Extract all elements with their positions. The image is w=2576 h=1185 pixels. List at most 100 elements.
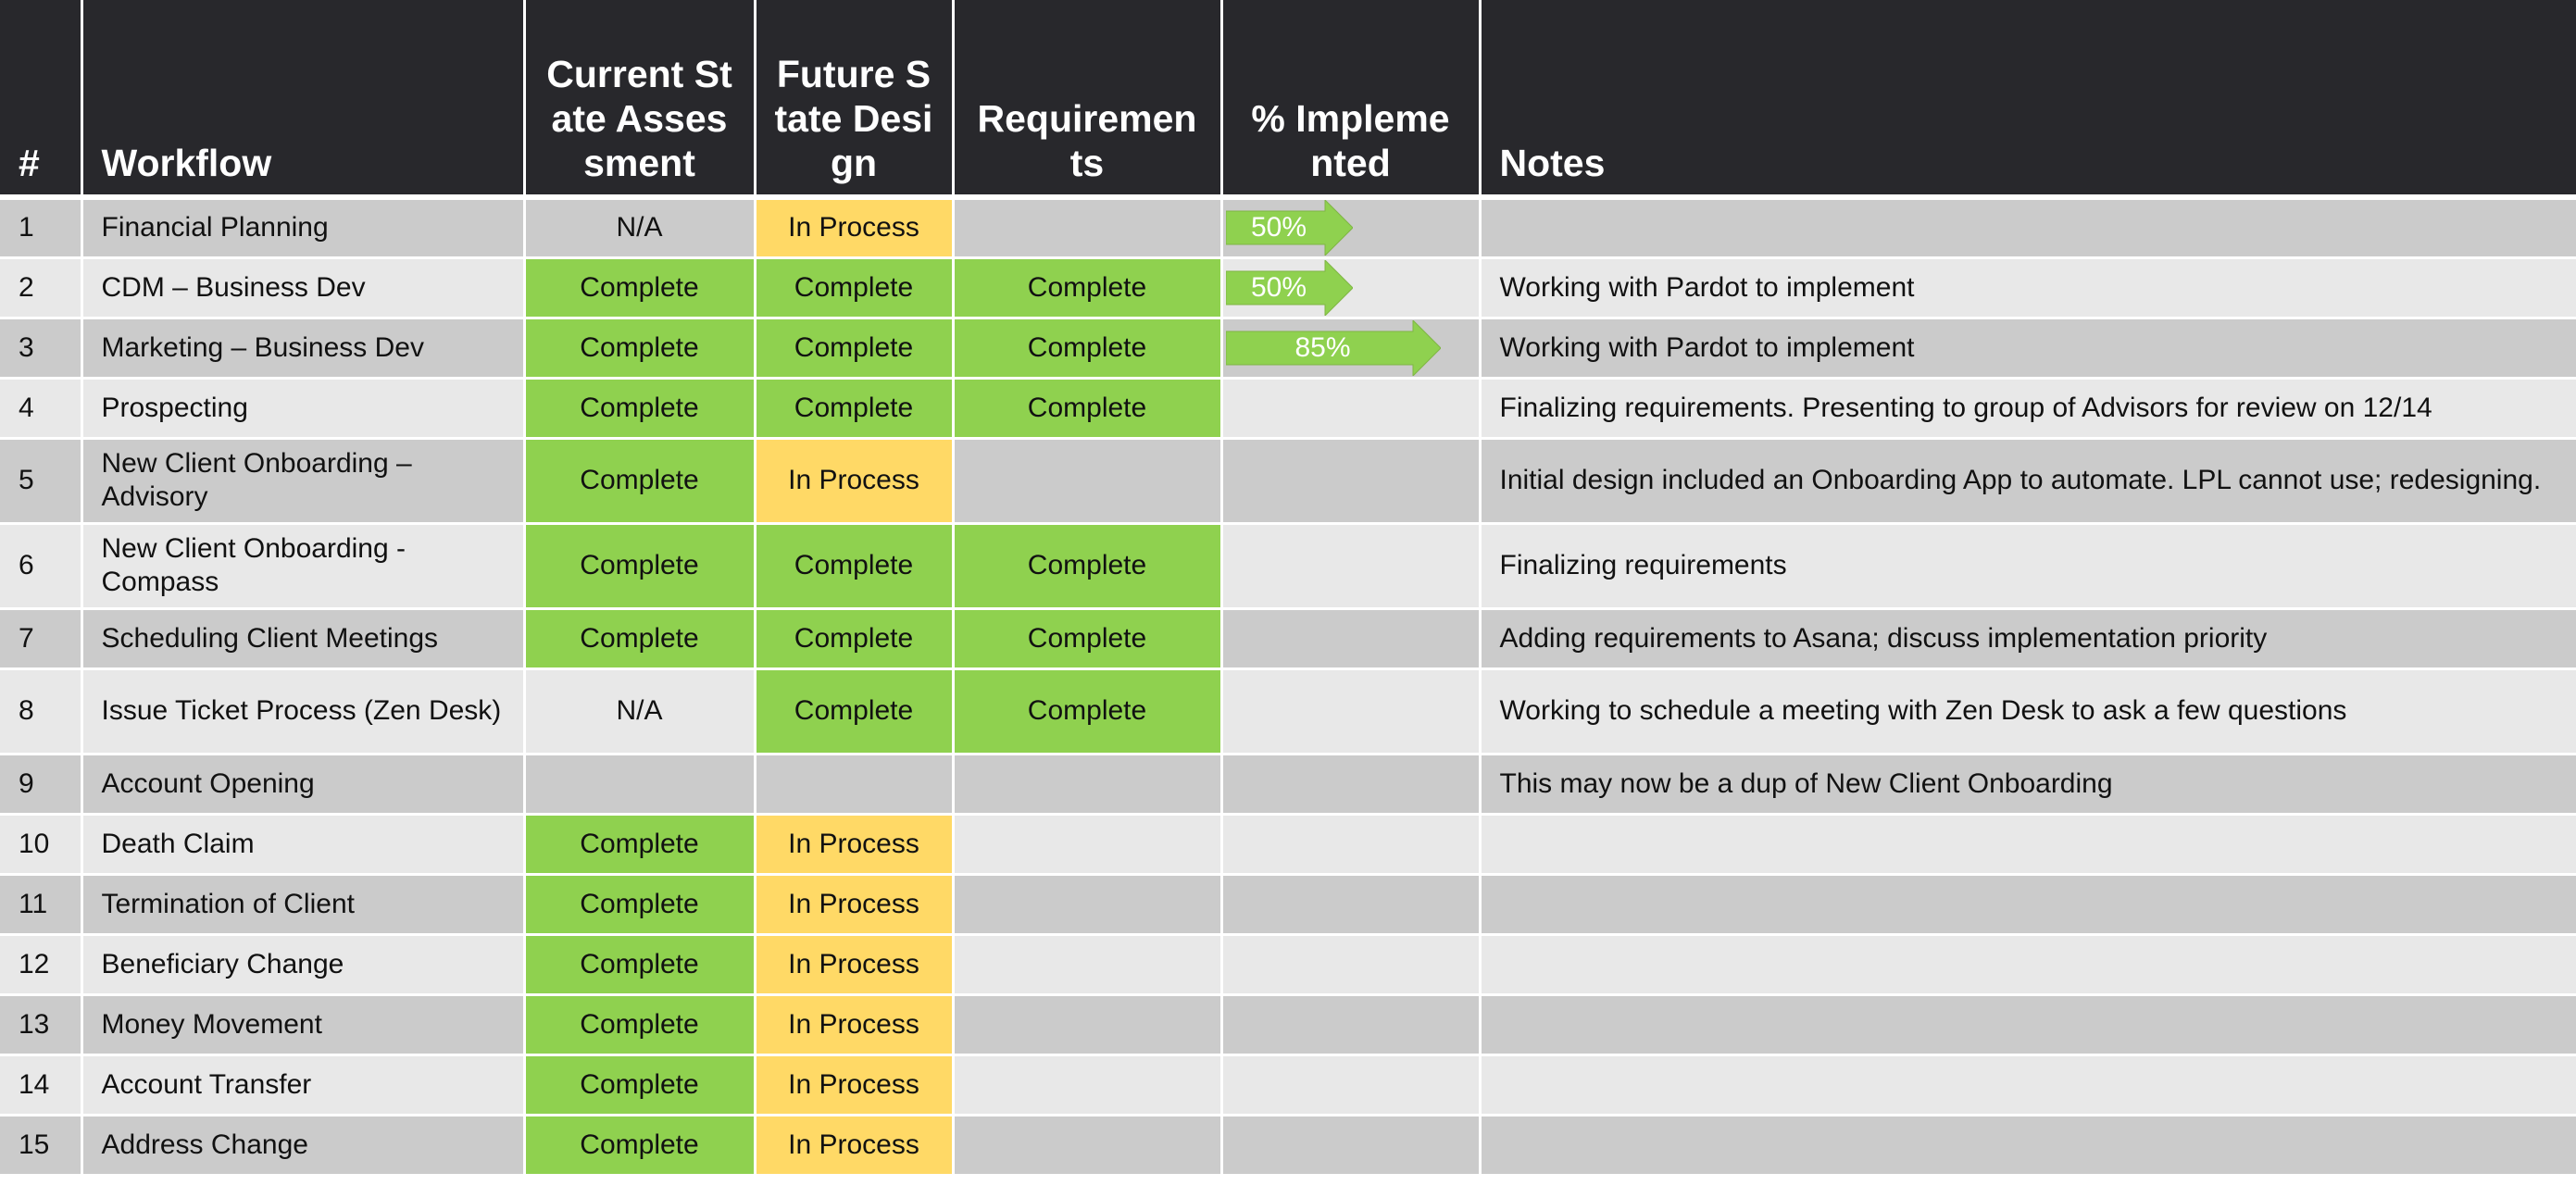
cell-number: 1 [0, 197, 83, 259]
cell-percent-implemented: 50% [1221, 257, 1482, 319]
cell-workflow: New Client Onboarding – Advisory [81, 438, 526, 525]
cell-number: 6 [0, 523, 83, 610]
cell-percent-implemented [1221, 994, 1482, 1056]
header-requirements: Requirements [953, 0, 1223, 200]
cell-current-state: Complete [524, 438, 757, 525]
cell-notes [1480, 1115, 2576, 1177]
cell-percent-implemented: 50% [1221, 197, 1482, 259]
table-row: 13 Money Movement Complete In Process [0, 994, 2576, 1056]
cell-number: 11 [0, 874, 83, 936]
cell-notes [1480, 1054, 2576, 1116]
cell-requirements: Complete [953, 318, 1223, 380]
cell-workflow: New Client Onboarding - Compass [81, 523, 526, 610]
table-row: 1 Financial Planning N/A In Process 50% [0, 197, 2576, 259]
cell-current-state: Complete [524, 608, 757, 670]
cell-notes: Working with Pardot to implement [1480, 318, 2576, 380]
cell-number: 4 [0, 378, 83, 440]
cell-future-state: In Process [755, 874, 955, 936]
cell-workflow: Termination of Client [81, 874, 526, 936]
cell-requirements: Complete [953, 668, 1223, 755]
cell-notes: Initial design included an Onboarding Ap… [1480, 438, 2576, 525]
cell-number: 2 [0, 257, 83, 319]
cell-workflow: Prospecting [81, 378, 526, 440]
table-row: 10 Death Claim Complete In Process [0, 814, 2576, 876]
cell-current-state: N/A [524, 197, 757, 259]
cell-number: 5 [0, 438, 83, 525]
cell-future-state: Complete [755, 523, 955, 610]
header-row: # Workflow Current State Assessment Futu… [0, 0, 2576, 200]
cell-current-state: Complete [524, 257, 757, 319]
cell-notes [1480, 814, 2576, 876]
cell-current-state: Complete [524, 814, 757, 876]
cell-number: 14 [0, 1054, 83, 1116]
cell-notes [1480, 934, 2576, 996]
cell-workflow: CDM – Business Dev [81, 257, 526, 319]
header-workflow: Workflow [81, 0, 526, 200]
cell-future-state: Complete [755, 378, 955, 440]
cell-percent-implemented [1221, 1054, 1482, 1116]
header-notes: Notes [1480, 0, 2576, 200]
cell-workflow: Account Opening [81, 754, 526, 816]
cell-number: 12 [0, 934, 83, 996]
cell-future-state [755, 754, 955, 816]
cell-current-state: Complete [524, 994, 757, 1056]
cell-percent-implemented: 85% [1221, 318, 1482, 380]
cell-requirements [953, 1115, 1223, 1177]
cell-workflow: Marketing – Business Dev [81, 318, 526, 380]
cell-requirements [953, 814, 1223, 876]
table-row: 6 New Client Onboarding - Compass Complete… [0, 523, 2576, 610]
cell-future-state: In Process [755, 1054, 955, 1116]
cell-workflow: Death Claim [81, 814, 526, 876]
cell-notes [1480, 197, 2576, 259]
cell-number: 13 [0, 994, 83, 1056]
progress-label: 85% [1294, 331, 1351, 363]
cell-requirements [953, 874, 1223, 936]
cell-current-state: Complete [524, 1054, 757, 1116]
cell-workflow: Financial Planning [81, 197, 526, 259]
table-row: 2 CDM – Business Dev Complete Complete Compl… [0, 257, 2576, 319]
cell-future-state: In Process [755, 197, 955, 259]
cell-future-state: Complete [755, 668, 955, 755]
table-row: 9 Account Opening This may now be a dup of… [0, 754, 2576, 816]
cell-notes [1480, 874, 2576, 936]
table-row: 7 Scheduling Client Meetings Complete Compl… [0, 608, 2576, 670]
cell-number: 15 [0, 1115, 83, 1177]
cell-requirements [953, 438, 1223, 525]
cell-number: 10 [0, 814, 83, 876]
cell-workflow: Address Change [81, 1115, 526, 1177]
progress-arrow: 50% [1225, 200, 1353, 256]
cell-workflow: Issue Ticket Process (Zen Desk) [81, 668, 526, 755]
cell-workflow: Scheduling Client Meetings [81, 608, 526, 670]
cell-current-state: Complete [524, 934, 757, 996]
header-future-state-design: Future State Design [755, 0, 955, 200]
cell-requirements: Complete [953, 608, 1223, 670]
table-row: 5 New Client Onboarding – Advisory Complet… [0, 438, 2576, 525]
cell-workflow: Beneficiary Change [81, 934, 526, 996]
cell-notes: Working with Pardot to implement [1480, 257, 2576, 319]
cell-current-state: Complete [524, 378, 757, 440]
cell-notes [1480, 994, 2576, 1056]
cell-requirements: Complete [953, 378, 1223, 440]
cell-notes: Adding requirements to Asana; discuss im… [1480, 608, 2576, 670]
cell-current-state: Complete [524, 1115, 757, 1177]
cell-requirements: Complete [953, 257, 1223, 319]
cell-future-state: In Process [755, 814, 955, 876]
progress-arrow: 50% [1225, 259, 1353, 316]
cell-percent-implemented [1221, 934, 1482, 996]
cell-current-state: Complete [524, 523, 757, 610]
cell-percent-implemented [1221, 668, 1482, 755]
cell-future-state: Complete [755, 608, 955, 670]
cell-requirements [953, 754, 1223, 816]
cell-notes: This may now be a dup of New Client Onbo… [1480, 754, 2576, 816]
cell-requirements [953, 197, 1223, 259]
table-row: 4 Prospecting Complete Complete Complete Fina… [0, 378, 2576, 440]
cell-notes: Finalizing requirements [1480, 523, 2576, 610]
cell-percent-implemented [1221, 523, 1482, 610]
table-row: 15 Address Change Complete In Process [0, 1115, 2576, 1177]
cell-current-state: Complete [524, 318, 757, 380]
cell-number: 8 [0, 668, 83, 755]
table-row: 14 Account Transfer Complete In Process [0, 1054, 2576, 1116]
cell-current-state: N/A [524, 668, 757, 755]
cell-requirements [953, 1054, 1223, 1116]
